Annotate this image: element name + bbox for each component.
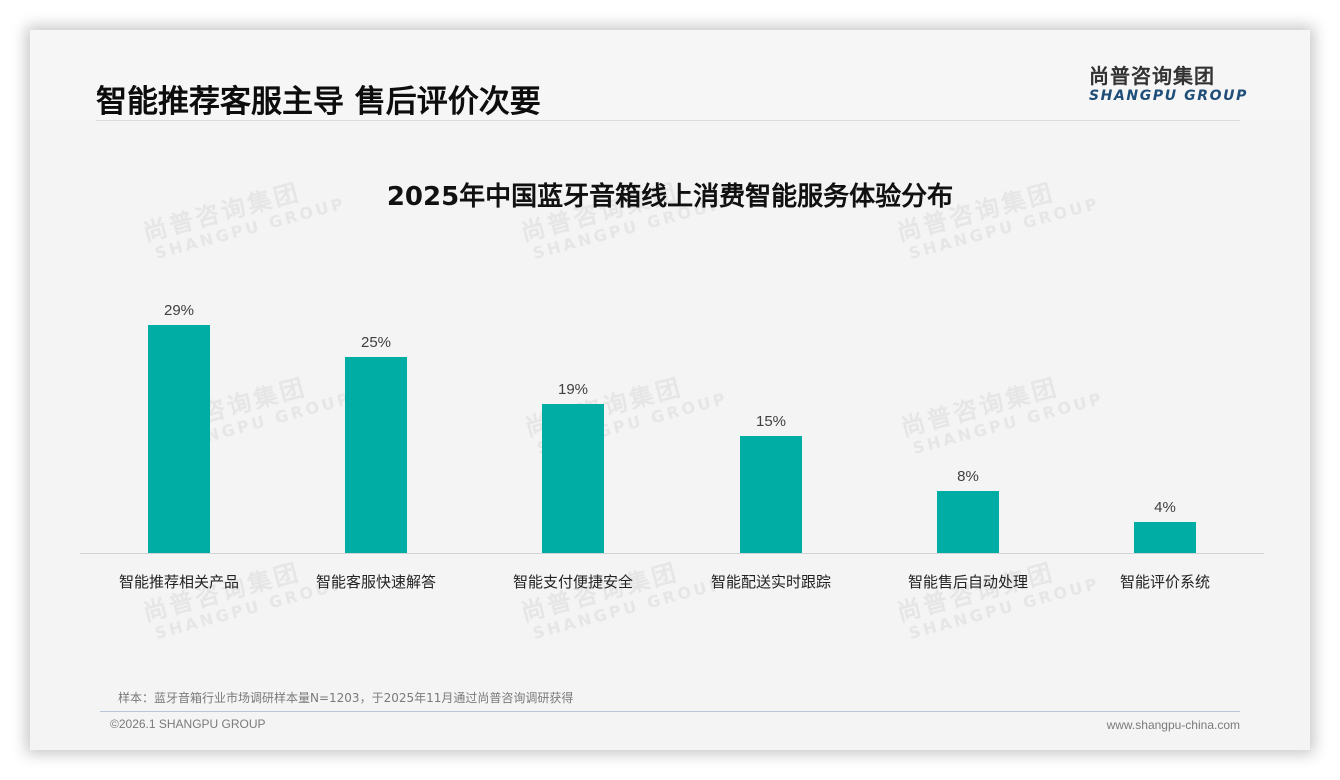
bar-chart-plot: 29% 25% 19% 15% 8% 4% <box>80 290 1264 554</box>
bar <box>740 436 802 554</box>
x-axis-category-label: 智能评价系统 <box>1119 573 1210 591</box>
bar-value-label: 29% <box>163 302 195 319</box>
header-band <box>30 30 1310 120</box>
x-axis-line <box>80 553 1264 554</box>
bar <box>148 325 210 554</box>
bar-value-label: 8% <box>957 468 979 485</box>
x-axis-category-label: 智能售后自动处理 <box>907 573 1028 591</box>
bar <box>345 357 407 554</box>
brand-logo: 尚普咨询集团 SHANGPU GROUP <box>1089 64 1248 104</box>
x-axis-category-label: 智能支付便捷安全 <box>512 573 633 591</box>
slide: 尚普咨询集团 SHANGPU GROUP 尚普咨询集团 SHANGPU GROUP … <box>30 30 1310 750</box>
title-divider <box>96 120 1240 121</box>
x-axis-category-label: 智能配送实时跟踪 <box>710 573 831 591</box>
bar-value-label: 19% <box>557 381 589 398</box>
bar-value-label: 4% <box>1154 499 1176 516</box>
logo-en-text: SHANGPU GROUP <box>1089 88 1248 104</box>
x-axis-category-label: 智能推荐相关产品 <box>118 573 239 591</box>
sample-note: 样本：蓝牙音箱行业市场调研样本量N=1203，于2025年11月通过尚普咨询调研… <box>118 691 574 705</box>
bar <box>937 491 999 554</box>
x-axis-category-label: 智能客服快速解答 <box>315 573 436 591</box>
bar <box>1134 522 1196 554</box>
footer-divider <box>100 711 1240 712</box>
website-link[interactable]: www.shangpu-china.com <box>1106 718 1240 732</box>
bar <box>542 404 604 554</box>
bar-value-label: 25% <box>360 334 392 351</box>
bar-value-label: 15% <box>755 413 787 430</box>
logo-cn-text: 尚普咨询集团 <box>1089 64 1215 88</box>
copyright-text: ©2026.1 SHANGPU GROUP <box>110 717 266 731</box>
chart-title: 2025年中国蓝牙音箱线上消费智能服务体验分布 <box>386 182 954 212</box>
page-title: 智能推荐客服主导 售后评价次要 <box>96 84 541 120</box>
